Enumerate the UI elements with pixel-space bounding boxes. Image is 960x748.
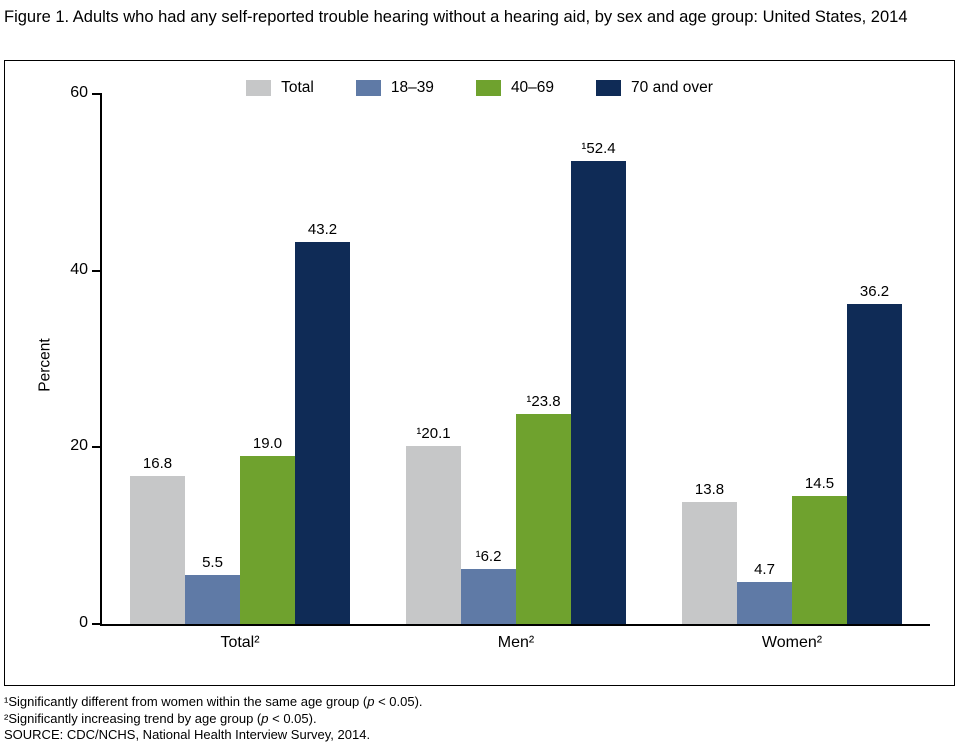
y-axis-tick [92,446,102,449]
y-axis-title: Percent [36,338,54,392]
bar-value-label: 4.7 [754,561,775,579]
legend-item-3: 70 and over [596,79,713,97]
bar-value-label: ¹23.8 [526,392,561,410]
bar-value-label: 5.5 [202,554,223,572]
bar-value-label: 13.8 [694,481,725,499]
bar-value-label: ¹52.4 [581,140,616,158]
category-label-0: Total² [220,634,260,651]
bar-40–69-1: ¹23.8 [516,393,571,624]
chart-legend: Total 18–39 40–69 70 and over [5,79,954,97]
y-axis-tick-label: 20 [70,437,88,455]
legend-label: 70 and over [631,79,713,96]
footnote-1: ¹Significantly different from women with… [4,694,423,709]
figure-title: Figure 1. Adults who had any self-report… [4,8,908,26]
bar-18–39-0: 5.5 [185,554,240,624]
category-label-2: Women² [761,634,823,651]
bar-total-1: ¹20.1 [406,425,461,624]
y-axis-tick [92,93,102,95]
footnote-2: ²Significantly increasing trend by age g… [4,710,317,726]
bar-18–39-2: 4.7 [737,561,792,624]
bar-70-and-over-0: 43.2 [295,221,350,624]
legend-label: 40–69 [510,79,555,96]
bar-value-label: 16.8 [142,454,173,472]
y-axis-tick [92,269,102,272]
bar-value-label: 14.5 [804,474,835,492]
bar-70-and-over-1: ¹52.4 [571,140,626,624]
bar-value-label: 36.2 [859,283,890,301]
bar-40–69-2: 14.5 [792,475,847,624]
bar-18–39-1: ¹6.2 [461,548,516,624]
bar-group-1: ¹20.1 ¹6.2 ¹23.8 ¹52.4 Men² [406,94,626,651]
legend-label: 18–39 [390,79,434,96]
bar-70-and-over-2: 36.2 [847,283,902,624]
y-axis-tick-label: 0 [79,614,88,631]
legend-swatch-icon [355,80,381,96]
legend-label: Total [281,79,314,96]
y-axis-tick-label: 40 [70,260,88,278]
plot-area: 16.8 5.5 19.0 43.2 Total² ¹20.1 ¹6.2 ¹23.8 ¹52.4… [70,84,930,651]
legend-swatch-icon [475,80,501,96]
y-axis-tick-label: 60 [70,84,88,101]
legend-item-1: 18–39 [355,79,434,97]
bar-group-0: 16.8 5.5 19.0 43.2 Total² [130,94,350,651]
legend-swatch-icon [596,80,622,96]
legend-item-2: 40–69 [475,79,555,97]
bar-value-label: 19.0 [252,435,283,453]
legend-swatch-icon [246,80,272,96]
bar-value-label: ¹20.1 [416,425,451,443]
y-axis-tick [92,623,102,625]
legend-item-0: Total [246,79,314,97]
chart-box: Total 18–39 40–69 70 and over Percent 16.8 5… [4,60,955,686]
bar-groups-row: 16.8 5.5 19.0 43.2 Total² ¹20.1 ¹6.2 ¹23.8 ¹52.4… [102,94,930,651]
bar-total-2: 13.8 [682,481,737,624]
bar-value-label: 43.2 [307,221,338,239]
bar-total-0: 16.8 [130,455,185,624]
bar-40–69-0: 19.0 [240,435,295,624]
source-line: SOURCE: CDC/NCHS, National Health Interv… [4,727,371,742]
category-label-1: Men² [497,634,535,651]
bar-group-2: 13.8 4.7 14.5 36.2 Women² [682,94,902,651]
bar-value-label: ¹6.2 [475,548,502,566]
footnotes: ¹Significantly different from women with… [4,694,954,744]
